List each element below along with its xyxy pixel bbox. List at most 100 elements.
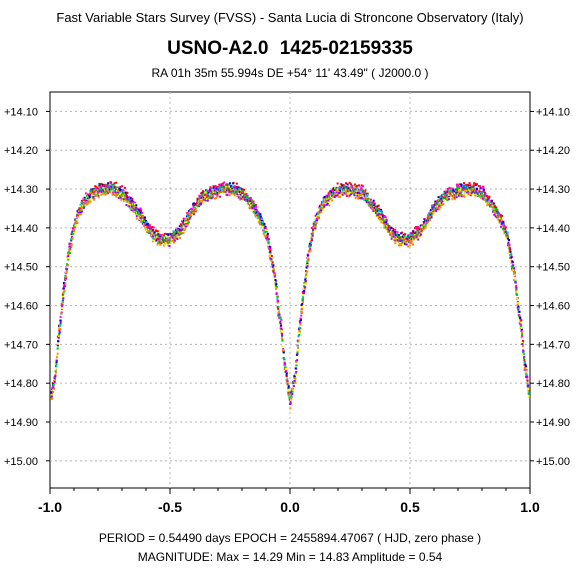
data-point (342, 191, 345, 194)
data-point (202, 194, 205, 197)
data-point (215, 187, 218, 190)
data-point (317, 217, 320, 220)
data-point (313, 229, 316, 232)
data-point (239, 196, 241, 199)
data-point (269, 255, 272, 258)
data-point (323, 205, 326, 208)
data-point (486, 204, 489, 207)
data-point (68, 242, 71, 245)
data-point (380, 209, 383, 211)
data-point (216, 193, 219, 196)
data-point (493, 211, 496, 214)
data-point (320, 203, 323, 206)
data-point (264, 235, 267, 238)
data-point (214, 197, 216, 200)
data-point (363, 199, 366, 202)
data-point (480, 196, 483, 199)
data-point (446, 199, 449, 202)
data-point (359, 189, 362, 192)
data-point (275, 280, 278, 283)
data-point (471, 189, 474, 192)
data-point (171, 239, 174, 242)
data-point (462, 184, 465, 187)
data-point (227, 191, 230, 194)
data-point (439, 201, 442, 204)
data-point (426, 221, 429, 224)
data-point (520, 326, 523, 329)
data-point (209, 186, 212, 189)
data-point (108, 184, 111, 187)
data-point (115, 186, 118, 189)
data-point (380, 221, 383, 224)
data-point (105, 183, 108, 186)
y-tick-label-right: +14.30 (536, 184, 570, 196)
data-point (100, 193, 103, 196)
data-point (525, 365, 528, 368)
data-point (254, 210, 256, 213)
data-point (440, 198, 443, 201)
data-point (152, 233, 155, 236)
data-point (314, 214, 317, 217)
data-point (122, 196, 125, 199)
data-point (297, 339, 300, 342)
data-point (300, 311, 303, 314)
data-point (286, 378, 289, 381)
data-point (289, 407, 292, 410)
data-point (522, 350, 525, 353)
data-point (356, 194, 359, 197)
data-point (261, 218, 263, 220)
data-point (367, 198, 370, 201)
data-point (156, 237, 159, 240)
data-point (67, 253, 70, 256)
data-point (372, 210, 375, 212)
data-point (173, 241, 175, 244)
data-point (259, 217, 262, 220)
data-point (521, 331, 523, 334)
data-point (224, 190, 227, 193)
data-point (249, 196, 252, 199)
data-point (106, 183, 109, 186)
data-point (269, 247, 272, 250)
data-point (109, 191, 112, 194)
data-point (479, 195, 481, 198)
data-point (230, 185, 233, 188)
data-point (405, 243, 408, 246)
data-point (91, 193, 94, 196)
data-point (306, 270, 309, 273)
data-point (168, 245, 171, 247)
data-point (434, 200, 437, 203)
data-point (469, 194, 472, 197)
data-point (486, 195, 489, 198)
data-point (315, 221, 318, 223)
data-point (416, 231, 419, 234)
data-point (306, 265, 309, 268)
data-point (426, 223, 429, 226)
data-point (321, 205, 324, 208)
data-point (61, 298, 64, 301)
data-point (394, 239, 397, 242)
data-point (524, 363, 527, 366)
data-point (250, 199, 253, 202)
data-point (169, 233, 171, 236)
data-point (237, 186, 240, 189)
data-point (353, 194, 356, 197)
data-point (430, 214, 433, 217)
data-point (469, 186, 472, 189)
data-point (450, 188, 453, 191)
grid-lines (50, 92, 530, 488)
data-point (211, 196, 214, 199)
y-tick-label-right: +14.20 (536, 145, 570, 157)
data-point (199, 203, 202, 206)
data-point (186, 214, 189, 217)
data-point (382, 216, 385, 219)
data-point (503, 229, 506, 232)
data-point (510, 253, 513, 256)
data-point (412, 232, 415, 234)
data-point (80, 208, 83, 211)
data-point (398, 234, 400, 237)
data-point (311, 234, 314, 237)
data-point (131, 205, 134, 208)
data-point (323, 195, 326, 198)
data-point (508, 246, 511, 249)
data-point (431, 211, 434, 214)
